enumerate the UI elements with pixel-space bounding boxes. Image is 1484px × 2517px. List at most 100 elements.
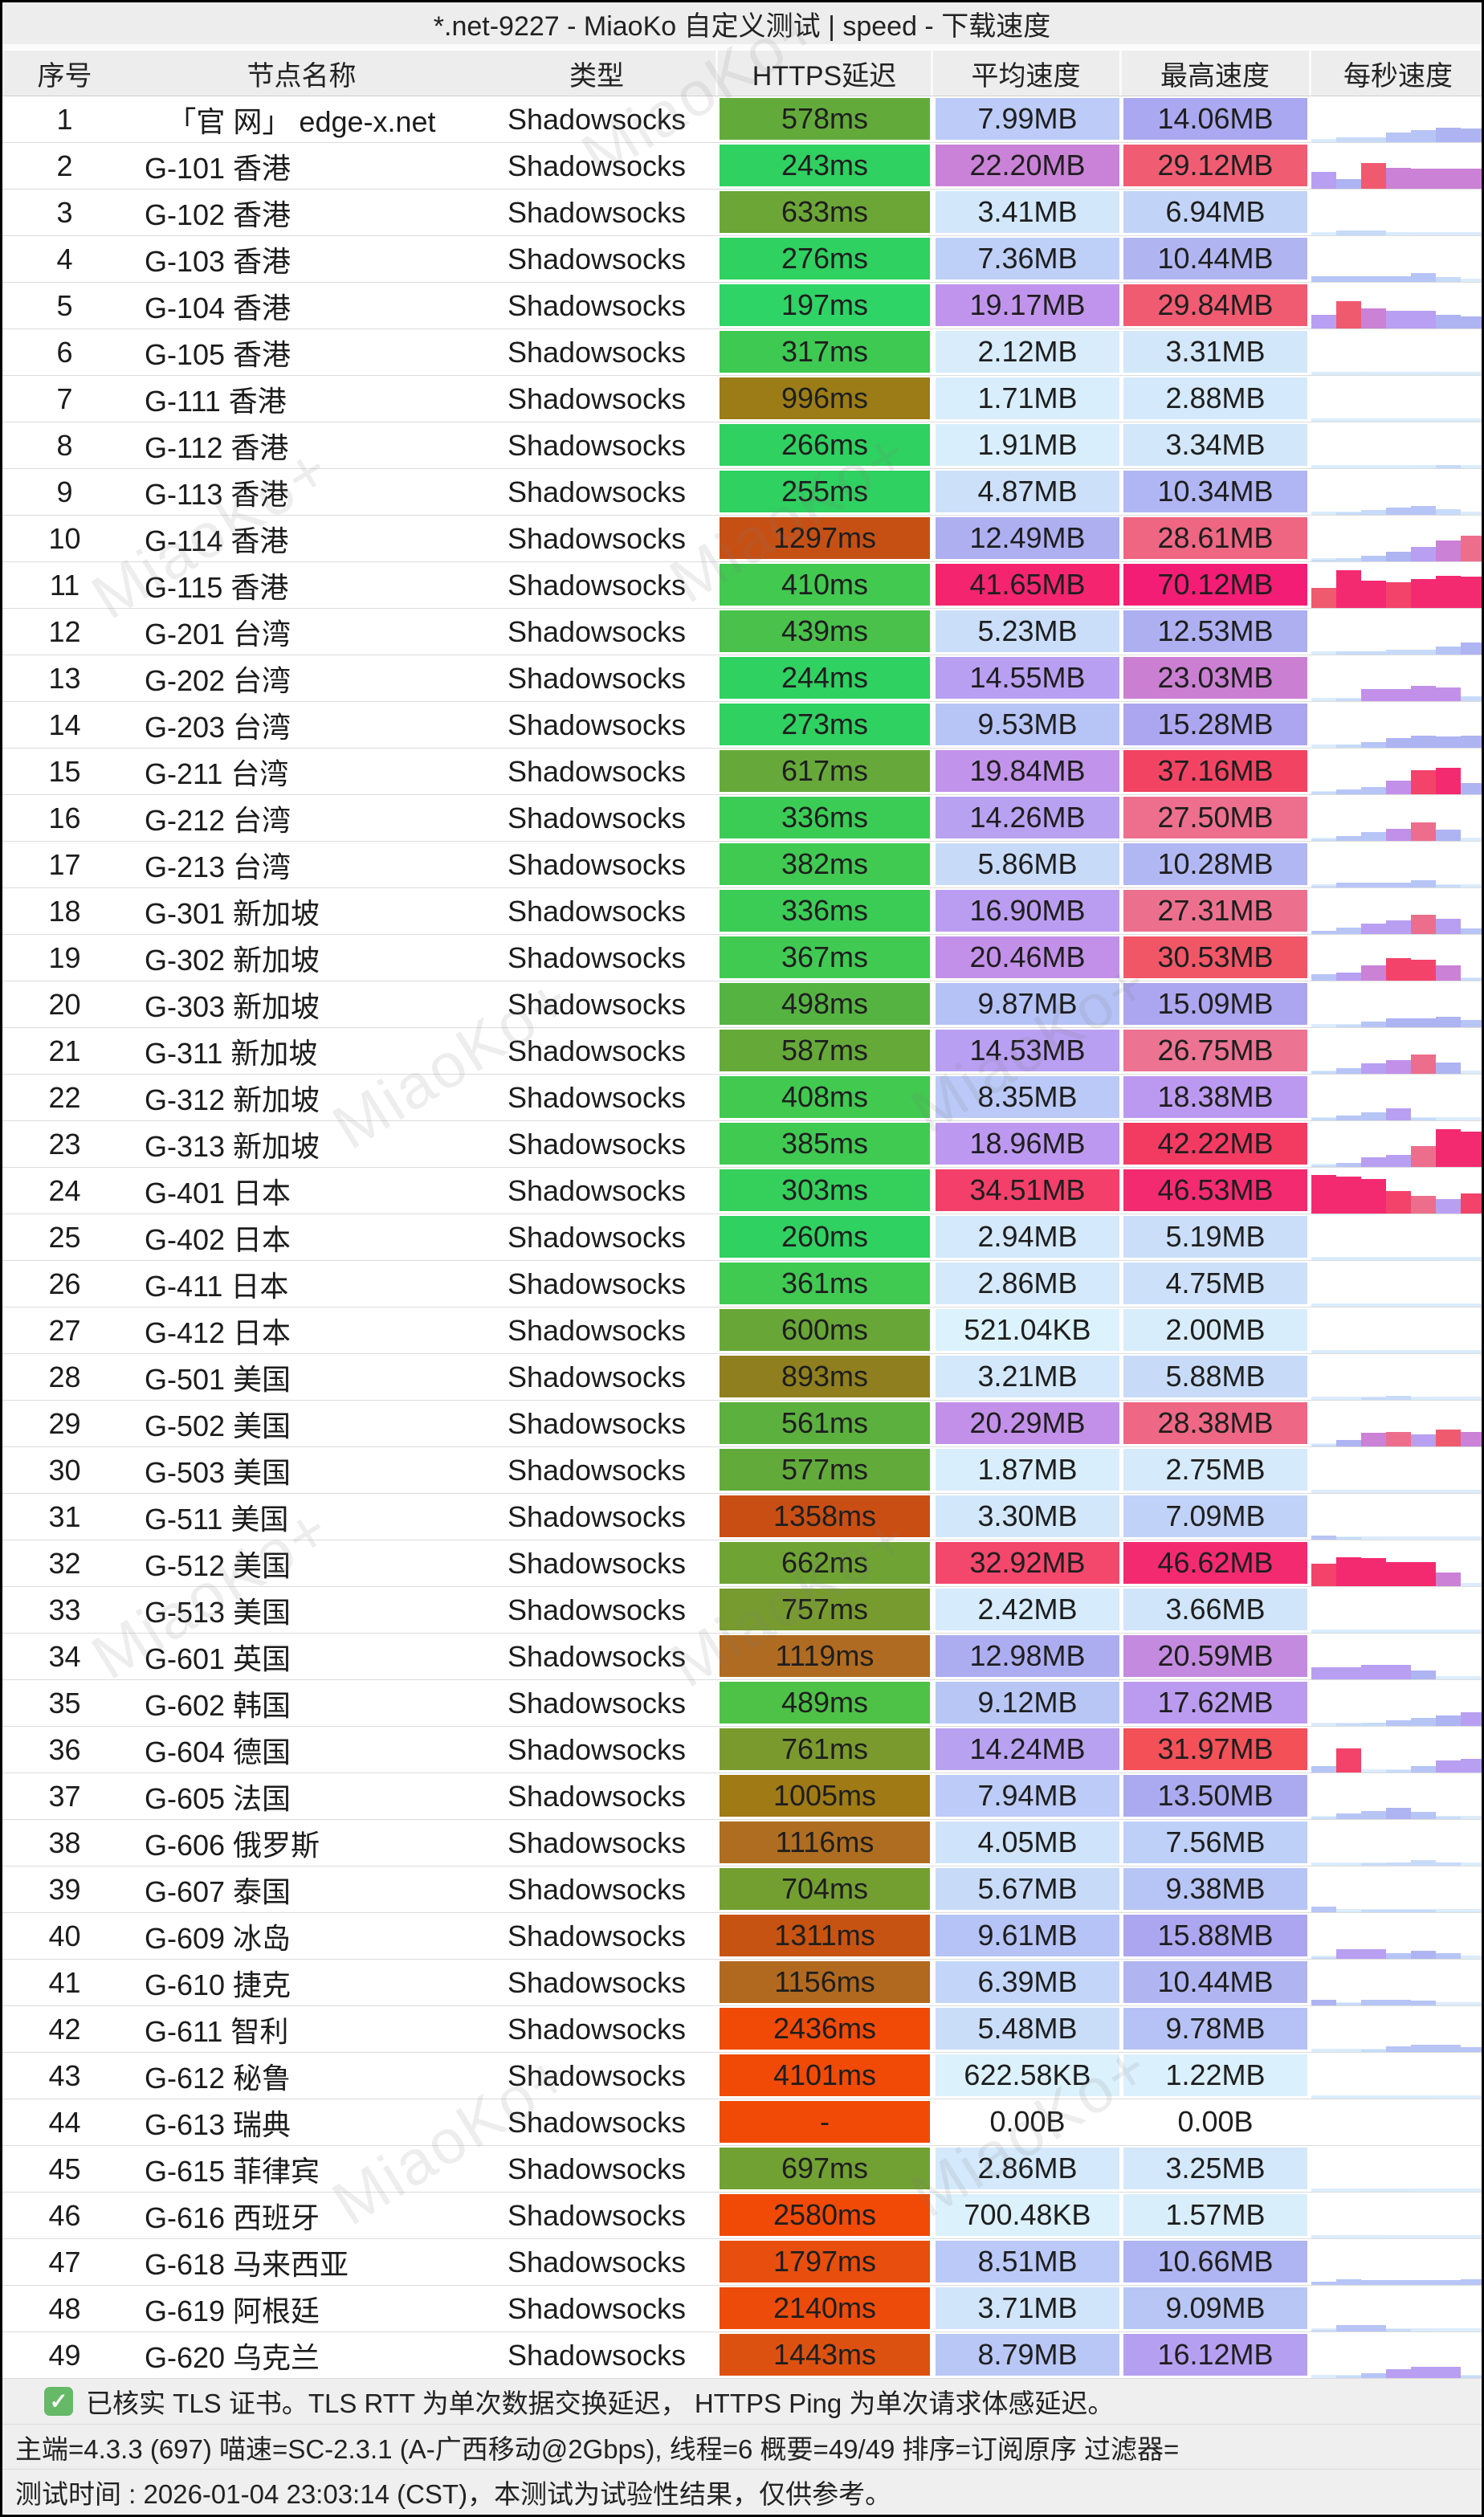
chart-bar	[1361, 1433, 1386, 1446]
chart-bar	[1386, 883, 1411, 887]
per-second-speed-chart	[1311, 1449, 1482, 1493]
chart-bar	[1461, 736, 1482, 748]
chart-bar	[1436, 169, 1461, 189]
chart-bar	[1311, 2330, 1336, 2331]
node-name: G-303 新加坡	[145, 989, 320, 1023]
max-speed-badge: 6.94MB	[1123, 191, 1307, 233]
max-speed-badge: 20.59MB	[1123, 1635, 1307, 1677]
chart-bar	[1336, 1116, 1361, 1120]
chart-bar	[1311, 1071, 1336, 1074]
table-row: 27 G-412 日本 Shadowsocks 600ms 521.04KB 2.00MB	[2, 1307, 1482, 1354]
col-header-https-latency: HTTPS延迟	[752, 60, 897, 92]
chart-bar	[1436, 1631, 1461, 1633]
chart-bar	[1361, 1258, 1386, 1260]
table-row: 9 G-113 香港 Shadowsocks 255ms 4.87MB 10.34MB	[2, 469, 1482, 516]
chart-bars	[1311, 517, 1482, 561]
chart-bars	[1311, 657, 1482, 701]
chart-bar	[1361, 276, 1386, 282]
chart-bars	[1311, 704, 1482, 748]
chart-bar	[1386, 168, 1411, 189]
per-second-speed-chart	[1311, 1030, 1482, 1074]
chart-bar	[1386, 1432, 1411, 1446]
chart-bars	[1311, 98, 1482, 142]
chart-bar	[1411, 880, 1436, 887]
node-type: Shadowsocks	[507, 940, 687, 974]
chart-bar	[1411, 506, 1436, 515]
per-second-speed-chart	[1311, 1542, 1482, 1586]
chart-bar	[1311, 1725, 1336, 1726]
https-latency-badge: 578ms	[720, 98, 930, 140]
row-index: 16	[48, 801, 81, 834]
per-second-speed-chart	[1311, 1821, 1482, 1866]
max-speed-badge: 12.53MB	[1123, 610, 1307, 652]
per-second-speed-chart	[1311, 983, 1482, 1027]
node-type: Shadowsocks	[507, 2105, 687, 2139]
table-row: 6 G-105 香港 Shadowsocks 317ms 2.12MB 3.31MB	[2, 329, 1482, 376]
per-second-speed-chart	[1311, 750, 1482, 794]
node-type: Shadowsocks	[507, 708, 687, 741]
max-speed-badge: 0.00B	[1123, 2101, 1307, 2143]
table-row: 5 G-104 香港 Shadowsocks 197ms 19.17MB 29.84MB	[2, 283, 1482, 329]
chart-bar	[1436, 768, 1461, 794]
table-row: 8 G-112 香港 Shadowsocks 266ms 1.91MB 3.34MB	[2, 422, 1482, 469]
chart-bar	[1461, 129, 1482, 142]
chart-bar	[1336, 2376, 1361, 2378]
chart-bar	[1361, 1179, 1386, 1214]
node-type: Shadowsocks	[507, 1686, 687, 1719]
chart-bar	[1411, 915, 1436, 934]
avg-speed-badge: 14.53MB	[936, 1030, 1119, 1071]
chart-bar	[1386, 508, 1411, 515]
chart-bars	[1311, 750, 1482, 794]
https-latency-badge: 408ms	[720, 1076, 930, 1118]
chart-bar	[1361, 651, 1386, 655]
page-title: *.net-9227 - MiaoKo 自定义测试 | speed - 下载速度	[2, 2, 1482, 44]
chart-baseline	[1311, 2095, 1482, 2099]
chart-bar	[1361, 787, 1386, 794]
node-type: Shadowsocks	[507, 195, 687, 229]
chart-bar	[1436, 1953, 1461, 1959]
node-type: Shadowsocks	[507, 754, 687, 788]
chart-bar	[1336, 1352, 1361, 1353]
table-row: 10 G-114 香港 Shadowsocks 1297ms 12.49MB 28.61M…	[2, 516, 1482, 562]
avg-speed-badge: 521.04KB	[936, 1309, 1119, 1351]
node-name: G-115 香港	[145, 570, 289, 604]
chart-bar	[1336, 973, 1361, 981]
node-name: 「官 网」 edge-x.net	[167, 104, 436, 138]
chart-bar	[1311, 373, 1336, 375]
chart-bar	[1436, 315, 1461, 328]
row-index: 36	[48, 1732, 81, 1766]
col-header-node-name: 节点名称	[247, 60, 357, 92]
per-second-speed-chart	[1311, 843, 1482, 887]
avg-speed-badge: 1.87MB	[936, 1449, 1119, 1491]
row-index: 30	[48, 1453, 81, 1487]
chart-bar	[1336, 2051, 1361, 2052]
https-latency-badge: 1116ms	[720, 1821, 930, 1863]
chart-baseline	[1311, 2235, 1482, 2238]
node-name: G-301 新加坡	[145, 896, 320, 930]
row-index: 32	[48, 1546, 81, 1580]
node-name: G-612 秘鲁	[145, 2061, 292, 2095]
per-second-speed-chart	[1311, 471, 1482, 515]
node-name: G-402 日本	[145, 1222, 292, 1256]
chart-bars	[1311, 2148, 1482, 2192]
https-latency-badge: 273ms	[720, 704, 930, 745]
chart-bars	[1311, 2194, 1482, 2238]
chart-bars	[1311, 331, 1482, 375]
row-index: 2	[56, 149, 73, 182]
chart-bar	[1386, 829, 1411, 841]
chart-bar	[1436, 277, 1461, 282]
chart-bars	[1311, 1868, 1482, 1912]
per-second-speed-chart	[1311, 98, 1482, 142]
chart-bar	[1386, 1108, 1411, 1120]
node-type: Shadowsocks	[507, 2245, 687, 2278]
chart-bar	[1461, 696, 1482, 701]
max-speed-badge: 28.38MB	[1123, 1402, 1307, 1444]
chart-bar	[1336, 512, 1361, 515]
chart-bar	[1436, 2367, 1461, 2378]
node-name: G-503 美国	[145, 1455, 292, 1489]
node-name: G-619 阿根廷	[145, 2294, 320, 2327]
chart-bar	[1436, 1573, 1461, 1586]
chart-bar	[1361, 556, 1386, 561]
chart-bar	[1311, 315, 1336, 328]
avg-speed-badge: 9.87MB	[936, 983, 1119, 1025]
